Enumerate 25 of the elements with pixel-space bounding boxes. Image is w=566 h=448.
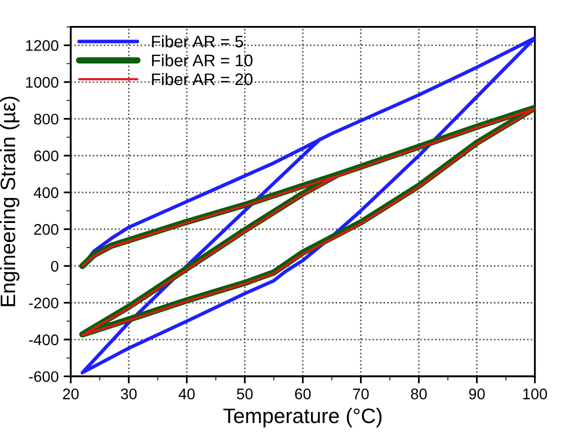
legend-label: Fiber AR = 10 — [152, 54, 252, 66]
x-tick-label: 60 — [295, 388, 311, 400]
y-tick-label: 200 — [34, 224, 58, 235]
y-tick-label: 1200 — [26, 40, 58, 51]
x-tick-label: 30 — [120, 388, 137, 400]
line-series — [80, 36, 535, 374]
y-tick-label: 1000 — [26, 76, 58, 88]
y-axis-title: Engineering Strain (µε) — [0, 96, 20, 306]
x-tick-label: 100 — [523, 388, 548, 400]
y-tick-label: 800 — [34, 114, 58, 125]
x-tick-label: 90 — [469, 388, 485, 400]
x-tick-label: 70 — [353, 388, 369, 400]
y-tick-label: -400 — [29, 334, 58, 346]
x-tick-label: 50 — [236, 388, 253, 400]
x-tick-label: 40 — [178, 388, 195, 400]
legend-label: Fiber AR = 20 — [152, 72, 252, 86]
y-tick-label: -600 — [29, 371, 58, 382]
y-tick-label: 0 — [51, 260, 58, 272]
y-tick-label: -200 — [29, 298, 58, 308]
y-tick-label: 600 — [34, 150, 58, 162]
x-axis-title: Temperature (°C) — [223, 408, 382, 428]
x-tick-label: 80 — [411, 388, 427, 400]
x-tick-label: 20 — [63, 388, 79, 400]
y-tick-label: 400 — [34, 187, 58, 198]
legend-label: Fiber AR = 5 — [152, 35, 244, 48]
